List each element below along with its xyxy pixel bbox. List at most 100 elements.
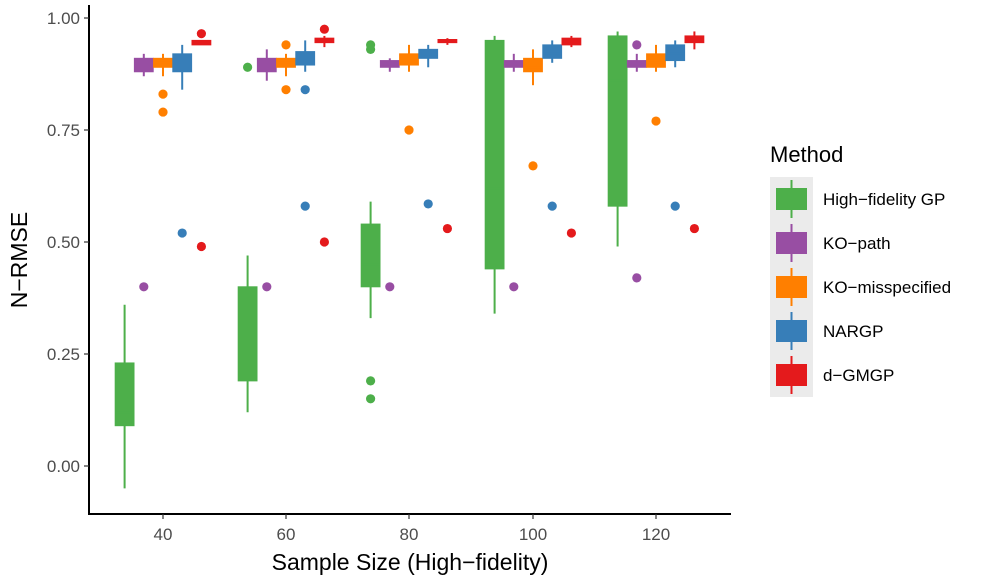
box: [418, 48, 439, 59]
outlier-point: [196, 29, 206, 39]
outlier-point: [442, 223, 452, 234]
legend-item-ko-misspecified: KO−misspecified: [770, 265, 951, 309]
x-tick-label: 60: [277, 525, 296, 544]
box-high-fidelity-gp-60: [237, 62, 258, 413]
legend-item-ko-path: KO−path: [770, 221, 891, 265]
box-d-gmgp-100: [561, 35, 582, 238]
outlier-point: [366, 376, 376, 386]
outlier-point: [158, 107, 168, 117]
box-ko-path-100: [503, 53, 524, 292]
box: [114, 362, 135, 427]
outlier-point: [196, 241, 206, 252]
x-tick-label: 100: [519, 525, 547, 544]
legend-key-box: [776, 364, 807, 386]
box-ko-misspecified-60: [276, 40, 296, 95]
outlier-point: [281, 85, 291, 95]
box: [360, 223, 381, 288]
box-ko-path-120: [626, 40, 647, 283]
outlier-point: [300, 85, 310, 95]
outlier-point: [366, 394, 376, 404]
outlier-point: [385, 282, 395, 292]
outlier-point: [547, 201, 557, 211]
box-high-fidelity-gp-100: [484, 35, 505, 314]
legend-label: High−fidelity GP: [823, 190, 945, 209]
box: [237, 286, 258, 382]
outlier-point: [509, 282, 519, 292]
x-axis-ticks: 40 60 80 100 120: [154, 514, 670, 544]
box-nargp-40: [172, 44, 193, 238]
box-ko-path-60: [256, 49, 277, 292]
outlier-point: [566, 228, 577, 238]
legend-key-box: [776, 188, 807, 210]
outlier-point: [243, 62, 253, 72]
box-d-gmgp-40: [191, 29, 212, 252]
box-high-fidelity-gp-120: [607, 31, 628, 247]
x-tick-label: 80: [400, 525, 419, 544]
legend-item-high-fidelity-gp: High−fidelity GP: [770, 177, 945, 221]
x-tick-label: 40: [154, 525, 173, 544]
box-ko-misspecified-100: [523, 49, 543, 171]
y-tick-label: 1.00: [47, 9, 80, 28]
y-tick-label: 0.00: [47, 457, 80, 476]
legend-key-box: [776, 320, 807, 342]
box-ko-misspecified-40: [153, 53, 173, 117]
y-tick-label: 0.50: [47, 233, 80, 252]
legend: Method High−fidelity GP KO−path KO−misspec…: [770, 142, 951, 397]
box: [542, 44, 563, 59]
box: [295, 51, 316, 66]
box-d-gmgp-120: [684, 31, 705, 234]
legend-item-nargp: NARGP: [770, 309, 883, 353]
legend-label: KO−path: [823, 234, 891, 253]
outlier-point: [670, 201, 680, 211]
legend-item-d-gmgp: d−GMGP: [770, 353, 894, 397]
box: [484, 39, 505, 270]
legend-label: KO−misspecified: [823, 278, 951, 297]
box: [665, 44, 686, 62]
outlier-point: [281, 40, 291, 50]
outlier-point: [300, 201, 310, 211]
box-high-fidelity-gp-80: [360, 40, 381, 404]
box-nargp-100: [542, 40, 563, 211]
outlier-point: [319, 237, 329, 247]
box: [523, 57, 543, 73]
box-nargp-80: [418, 44, 439, 209]
outlier-point: [319, 24, 329, 34]
outlier-point: [139, 282, 149, 292]
outlier-point: [528, 161, 538, 171]
box: [607, 35, 628, 207]
outlier-point: [689, 223, 700, 234]
legend-label: d−GMGP: [823, 366, 894, 385]
outlier-point: [632, 273, 642, 283]
box: [646, 53, 666, 68]
box-ko-path-80: [379, 58, 400, 292]
legend-key-box: [776, 276, 807, 298]
legend-label: NARGP: [823, 322, 883, 341]
legend-title: Method: [770, 142, 843, 167]
box-ko-misspecified-80: [399, 44, 419, 135]
plot-area: [114, 24, 705, 489]
y-tick-label: 0.75: [47, 121, 80, 140]
x-axis-title: Sample Size (High−fidelity): [272, 549, 549, 575]
outlier-point: [366, 40, 376, 50]
box-high-fidelity-gp-40: [114, 304, 135, 489]
box: [172, 53, 193, 73]
legend-key-box: [776, 232, 807, 254]
box: [399, 53, 419, 66]
box-nargp-60: [295, 40, 316, 211]
outlier-point: [262, 282, 272, 292]
box-nargp-120: [665, 40, 686, 211]
y-tick-label: 0.25: [47, 345, 80, 364]
box-d-gmgp-60: [314, 24, 335, 247]
box-d-gmgp-80: [437, 38, 458, 234]
y-axis-ticks: 0.00 0.25 0.50 0.75 1.00: [47, 9, 89, 476]
outlier-point: [423, 199, 433, 209]
x-tick-label: 120: [642, 525, 670, 544]
outlier-point: [651, 116, 661, 126]
outlier-point: [404, 125, 414, 135]
y-axis-title: N−RMSE: [6, 212, 32, 309]
box-ko-misspecified-120: [646, 44, 666, 126]
box-ko-path-40: [133, 53, 154, 292]
outlier-point: [177, 228, 187, 238]
outlier-point: [158, 89, 168, 99]
